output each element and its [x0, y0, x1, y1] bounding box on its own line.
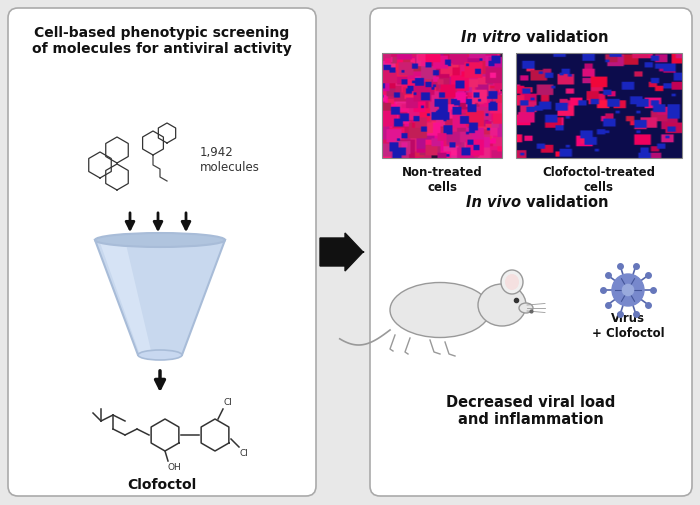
- Text: Cl: Cl: [240, 449, 249, 458]
- Text: Clofoctol: Clofoctol: [127, 478, 197, 492]
- Text: Cell-based phenotypic screening
of molecules for antiviral activity: Cell-based phenotypic screening of molec…: [32, 26, 292, 56]
- Text: Cl: Cl: [223, 398, 232, 407]
- Text: Clofoctol-treated
cells: Clofoctol-treated cells: [542, 166, 655, 194]
- Ellipse shape: [501, 270, 523, 294]
- FancyArrow shape: [320, 233, 363, 271]
- FancyBboxPatch shape: [370, 8, 692, 496]
- Text: 1,942
molecules: 1,942 molecules: [200, 146, 260, 174]
- FancyBboxPatch shape: [8, 8, 316, 496]
- Text: Decreased viral load
and inflammation: Decreased viral load and inflammation: [447, 395, 616, 427]
- Ellipse shape: [95, 233, 225, 247]
- Circle shape: [612, 274, 644, 306]
- Text: validation: validation: [521, 195, 608, 210]
- Text: OH: OH: [168, 463, 182, 472]
- Text: Non-treated
cells: Non-treated cells: [402, 166, 482, 194]
- Text: In vitro: In vitro: [461, 30, 521, 45]
- Text: validation: validation: [521, 30, 608, 45]
- Text: Virus
+ Clofoctol: Virus + Clofoctol: [592, 312, 664, 340]
- Polygon shape: [95, 240, 225, 355]
- Bar: [516, 53, 682, 158]
- Polygon shape: [99, 240, 152, 355]
- Ellipse shape: [505, 274, 519, 290]
- Ellipse shape: [478, 284, 526, 326]
- Ellipse shape: [519, 303, 533, 313]
- Ellipse shape: [390, 282, 490, 337]
- Circle shape: [622, 284, 634, 295]
- Text: In vivo: In vivo: [466, 195, 521, 210]
- Bar: [382, 53, 502, 158]
- Ellipse shape: [138, 350, 182, 360]
